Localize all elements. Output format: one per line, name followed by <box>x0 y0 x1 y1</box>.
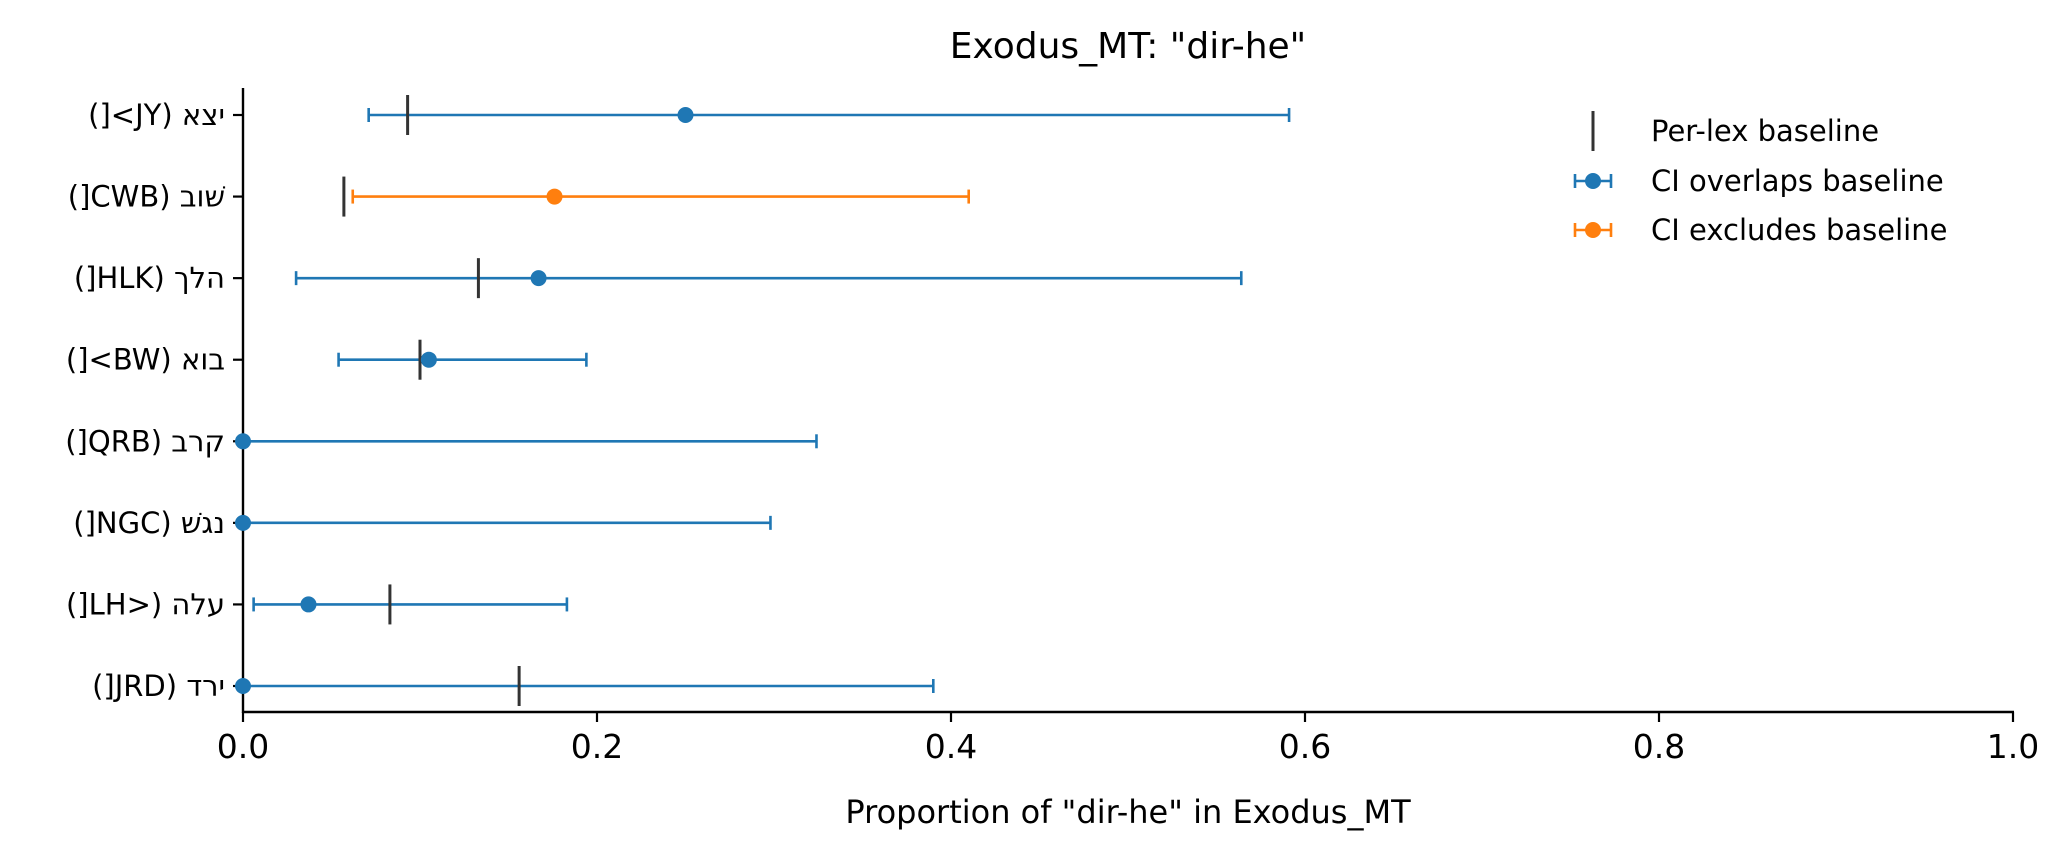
point-marker <box>546 188 563 205</box>
point-marker <box>420 351 437 368</box>
x-tick-label: 0.8 <box>1633 727 1685 766</box>
axes: 0.0 0.2 0.4 0.6 0.8 1.0 יצא (JY>[) שׁוב (CWB[) ה… <box>65 88 2039 766</box>
legend: Per-lex baseline CI overlaps baseline CI e… <box>1573 111 1947 247</box>
y-tick-label: יצא (JY>[) <box>88 98 225 132</box>
point-marker <box>235 678 251 694</box>
legend-label: Per-lex baseline <box>1651 114 1879 148</box>
x-tick-label: 1.0 <box>1987 727 2039 766</box>
point-marker <box>300 596 317 613</box>
x-axis-label: Proportion of "dir-he" in Exodus_MT <box>845 793 1411 831</box>
y-tick-label: ירד (JRD[) <box>92 669 225 703</box>
y-tick-label: קרב (QRB[) <box>65 424 225 458</box>
point-marker <box>235 433 251 450</box>
x-tick-label: 0.2 <box>571 727 623 766</box>
y-tick-label: נגשׁ (NGC[) <box>73 506 225 540</box>
data-series <box>235 95 1291 706</box>
x-tick-label: 0.0 <box>217 727 269 766</box>
x-tick-label: 0.4 <box>925 727 977 766</box>
point-marker <box>677 107 694 123</box>
legend-marker <box>1585 222 1601 238</box>
legend-label: CI excludes baseline <box>1651 213 1947 247</box>
y-tick-label: שׁוב (CWB[) <box>68 180 226 214</box>
legend-marker <box>1585 173 1601 189</box>
chart-title: Exodus_MT: "dir-he" <box>950 26 1306 67</box>
point-marker <box>235 514 251 531</box>
x-tick-label: 0.6 <box>1279 727 1331 766</box>
legend-label: CI overlaps baseline <box>1651 164 1944 198</box>
point-marker <box>530 270 547 287</box>
y-tick-label: הלך (HLK[) <box>74 261 225 295</box>
y-tick-label: עלה (<LH[) <box>66 587 225 621</box>
y-tick-label: בוא (BW>[) <box>66 343 225 377</box>
